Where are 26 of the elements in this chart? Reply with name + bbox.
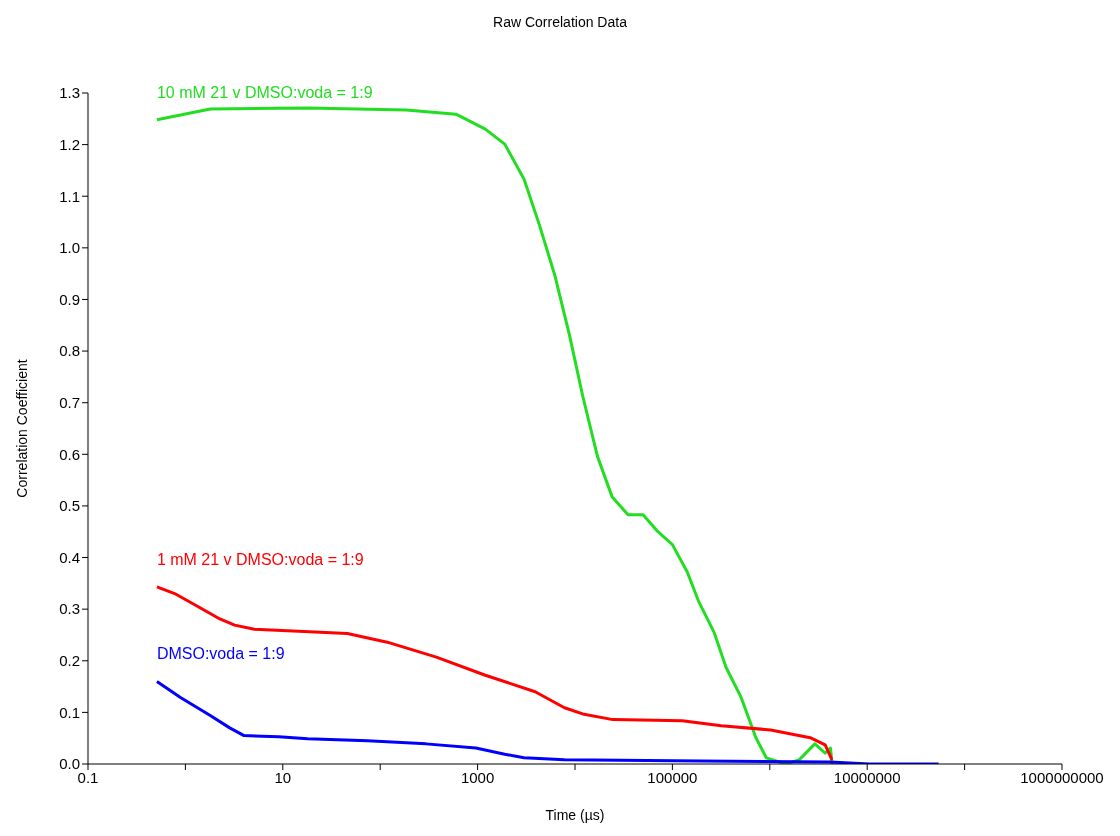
y-tick-label: 0.1	[59, 703, 80, 721]
y-tick-label: 0.7	[59, 394, 80, 412]
series-label: 10 mM 21 v DMSO:voda = 1:9	[156, 83, 373, 101]
x-axis-title: Time (µs)	[545, 807, 605, 823]
y-tick-label: 0.4	[59, 548, 80, 566]
x-tick-label: 1000000000	[1020, 768, 1104, 786]
x-tick-label: 0.1	[77, 768, 99, 786]
y-tick-label: 1.0	[59, 239, 80, 257]
y-tick-label: 0.2	[59, 652, 80, 670]
x-tick-label: 1000	[460, 768, 495, 786]
x-tick-label: 10000000	[833, 768, 901, 786]
series-label: 1 mM 21 v DMSO:voda = 1:9	[156, 550, 364, 568]
y-tick-label: 1.3	[59, 84, 80, 102]
y-tick-label: 0.8	[59, 342, 80, 360]
y-tick-label: 0.9	[59, 290, 80, 308]
y-tick-label: 0.6	[59, 445, 80, 463]
x-tick-label: 100000	[647, 768, 698, 786]
series-label: DMSO:voda = 1:9	[156, 645, 285, 663]
chart-title: Raw Correlation Data	[492, 13, 628, 32]
y-tick-label: 0.0	[59, 755, 80, 773]
y-tick-label: 1.2	[59, 135, 80, 153]
y-tick-label: 1.1	[59, 187, 80, 205]
y-axis-title: Correlation Coefficient	[13, 359, 30, 498]
x-tick-label: 10	[274, 768, 292, 786]
y-tick-label: 0.5	[59, 497, 80, 515]
y-tick-label: 0.3	[59, 600, 80, 618]
